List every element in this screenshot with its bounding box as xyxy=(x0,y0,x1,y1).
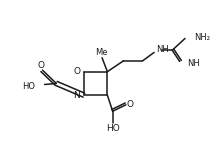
Text: HO: HO xyxy=(106,124,120,133)
Text: O: O xyxy=(38,61,45,70)
Text: N: N xyxy=(73,91,80,100)
Text: NH: NH xyxy=(187,59,200,68)
Text: Me: Me xyxy=(95,48,107,57)
Text: HO: HO xyxy=(22,82,35,91)
Text: NH: NH xyxy=(156,45,169,54)
Text: O: O xyxy=(73,67,80,76)
Text: NH₂: NH₂ xyxy=(194,33,210,42)
Text: O: O xyxy=(127,100,134,109)
